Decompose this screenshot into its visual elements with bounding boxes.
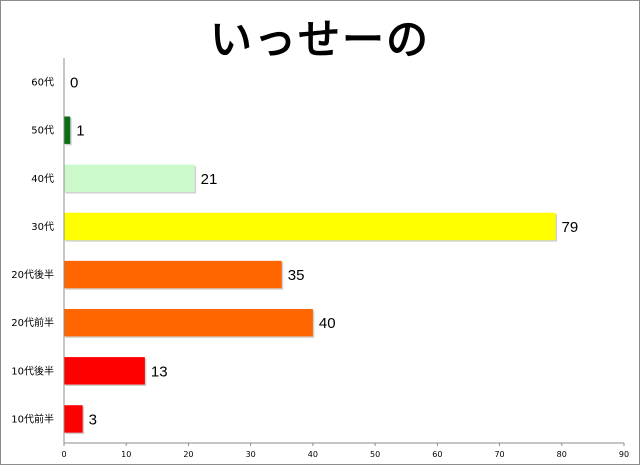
- x-tick-label: 30: [246, 450, 256, 459]
- category-label: 60代: [31, 77, 54, 89]
- category-label: 20代前半: [11, 316, 54, 329]
- x-tick-label: 20: [183, 450, 193, 459]
- x-tick-label: 10: [121, 450, 131, 459]
- x-tick-label: 80: [557, 450, 567, 459]
- x-tick-label: 90: [619, 450, 629, 459]
- data-label: 3: [89, 411, 97, 428]
- data-label: 1: [76, 123, 84, 140]
- x-tick-label: 70: [494, 450, 504, 459]
- bar: [64, 164, 195, 193]
- bar: [64, 405, 83, 433]
- bar: [64, 212, 556, 241]
- bar: [64, 308, 313, 337]
- category-labels-group: 60代 50代 40代 30代 20代後半 20代前半 10代後半 10代前半: [11, 77, 54, 426]
- category-label: 40代: [31, 173, 54, 185]
- category-label: 10代後半: [11, 364, 54, 377]
- chart-title: いっせーの: [209, 15, 430, 64]
- x-tick-label: 40: [308, 450, 318, 459]
- category-label: 10代前半: [11, 412, 54, 425]
- data-label: 13: [151, 363, 168, 380]
- bar: [64, 357, 145, 385]
- data-labels-group: 0 1 21 79 35 40 13 3: [70, 75, 578, 429]
- data-label: 35: [288, 267, 305, 284]
- bar: [64, 116, 71, 144]
- bars-group: [64, 116, 558, 435]
- axes-group: 0 10 20 30 40 50 60 70 80 90: [61, 58, 629, 459]
- data-label: 79: [562, 219, 579, 236]
- category-label: 50代: [31, 125, 54, 137]
- category-label: 20代後半: [11, 268, 54, 281]
- data-label: 21: [201, 171, 218, 188]
- x-tick-label: 50: [370, 450, 380, 459]
- bar: [64, 260, 282, 289]
- category-label: 30代: [31, 221, 54, 233]
- data-label: 40: [319, 315, 336, 332]
- x-tick-label: 0: [61, 450, 66, 459]
- data-label: 0: [70, 75, 78, 92]
- x-tick-label: 60: [432, 450, 442, 459]
